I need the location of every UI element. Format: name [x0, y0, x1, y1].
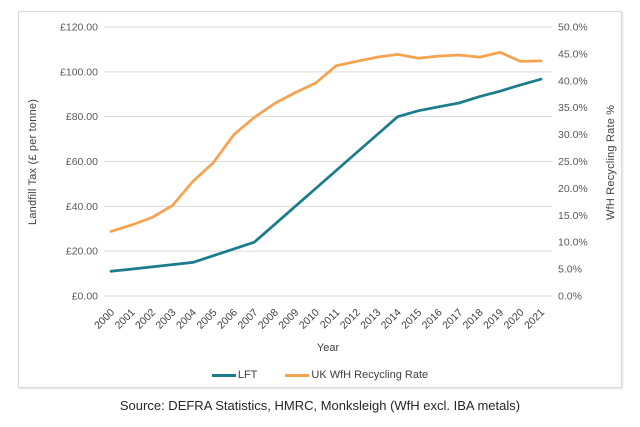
x-axis-tick-label: 2017: [440, 307, 465, 332]
x-axis-tick-label: 2001: [113, 307, 138, 332]
right-axis-title: WfH Recycling Rate %: [605, 104, 617, 220]
line-chart-plot: £0.00 £20.00 £40.00 £60.00 £80.00 £100.00 £120…: [60, 22, 588, 332]
x-axis-tick-label: 2009: [276, 307, 301, 332]
y-axis-tick-label-right: 50.0%: [558, 22, 588, 34]
recycling-rate-line-swatch: [285, 373, 310, 377]
legend-item-recycling-rate: UK WfH Recycling Rate: [285, 369, 428, 381]
y-axis-tick-label-right: 5.0%: [558, 264, 582, 276]
x-axis-tick-label: 2007: [235, 307, 260, 332]
x-axis-title: Year: [316, 342, 340, 354]
x-axis-tick-label: 2008: [256, 307, 281, 332]
y-axis-tick-label-left: £80.00: [66, 111, 98, 123]
x-axis-tick-label: 2011: [318, 307, 343, 332]
y-axis-tick-label-right: 10.0%: [558, 237, 588, 249]
y-axis-tick-label-left: £40.00: [66, 201, 98, 213]
x-axis-tick-label: 2012: [338, 307, 363, 332]
lft-line: [109, 77, 543, 273]
x-axis-tick-label: 2015: [399, 307, 424, 332]
x-axis-tick-label: 2018: [461, 307, 486, 332]
lft-line-swatch: [211, 373, 236, 377]
x-axis-tick-label: 2021: [522, 307, 547, 332]
source-caption: Source: DEFRA Statistics, HMRC, Monkslei…: [119, 398, 521, 413]
x-axis-tick-label: 2020: [502, 307, 527, 332]
x-axis-tick-label: 2010: [297, 307, 322, 332]
x-axis-tick-label: 2004: [174, 307, 199, 332]
x-axis-tick-label: 2006: [215, 307, 240, 332]
y-axis-tick-label-left: £120.00: [60, 22, 98, 34]
y-axis-tick-label-left: £60.00: [66, 156, 98, 168]
y-axis-tick-label-right: 40.0%: [558, 75, 588, 87]
y-axis-tick-label-right: 0.0%: [558, 291, 582, 303]
legend: LFT UK WfH Recycling Rate: [19, 369, 621, 381]
x-axis-tick-label: 2013: [358, 307, 383, 332]
y-axis-tick-label-right: 20.0%: [558, 183, 588, 195]
left-axis-title: Landfill Tax (£ per tonne): [27, 98, 39, 226]
legend-label-lft: LFT: [237, 369, 258, 381]
y-axis-tick-label-left: £100.00: [60, 66, 98, 78]
legend-item-lft: LFT: [211, 369, 258, 381]
y-axis-tick-label-right: 45.0%: [558, 48, 588, 60]
x-axis-tick-label: 2003: [154, 307, 179, 332]
chart-panel: £0.00 £20.00 £40.00 £60.00 £80.00 £100.00 £120…: [18, 11, 622, 388]
recycling-rate-line: [109, 50, 543, 233]
y-axis-tick-label-left: £0.00: [72, 291, 98, 303]
x-axis-tick-label: 2014: [379, 307, 404, 332]
x-axis-tick-label: 2019: [481, 307, 506, 332]
legend-label-recycling-rate: UK WfH Recycling Rate: [311, 369, 429, 381]
y-axis-tick-label-right: 35.0%: [558, 102, 588, 114]
x-axis-tick-label: 2005: [194, 307, 219, 332]
x-axis-tick-label: 2016: [420, 307, 445, 332]
y-axis-tick-label-right: 30.0%: [558, 129, 588, 141]
x-axis-tick-label: 2002: [133, 307, 158, 332]
y-axis-tick-label-right: 15.0%: [558, 210, 588, 222]
x-axis-tick-label: 2000: [92, 307, 117, 332]
y-axis-tick-label-left: £20.00: [66, 246, 98, 258]
y-axis-tick-label-right: 25.0%: [558, 156, 588, 168]
